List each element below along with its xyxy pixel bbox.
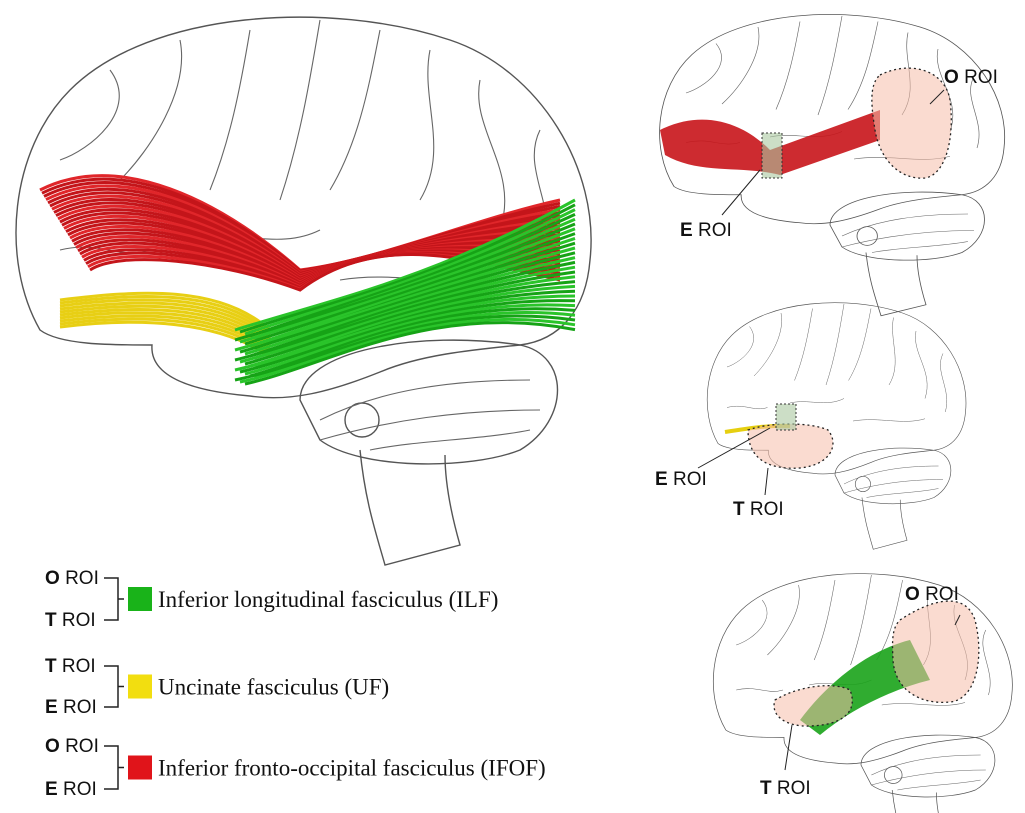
roi-label: T ROI [45, 610, 96, 631]
roi-label: E ROI [45, 697, 97, 718]
fiber [59, 298, 271, 338]
o-roi-region [891, 600, 980, 704]
legend-swatch [128, 755, 152, 780]
fiber [244, 208, 576, 336]
fiber [244, 256, 576, 356]
e-roi-region [775, 403, 797, 431]
t-roi-region [773, 685, 853, 727]
roi-label: T ROI [45, 656, 96, 677]
fiber [239, 203, 576, 334]
main-brain [15, 16, 592, 566]
leader [721, 169, 761, 216]
roi-label: O ROI [45, 568, 99, 589]
legend: O ROI T ROI Inferior longitudinal fascicul… [45, 568, 546, 800]
fiber [234, 314, 576, 382]
leader [784, 724, 793, 771]
fiber [59, 291, 272, 332]
legend-label: Uncinate fasciculus (UF) [158, 675, 389, 700]
legend-brace [104, 745, 124, 790]
fiber [239, 299, 576, 374]
legend-brace [104, 577, 124, 621]
fiber [239, 275, 576, 364]
leader [929, 89, 945, 105]
fiber-bundles [39, 174, 576, 386]
legend-swatch [128, 674, 152, 699]
roi-label: T ROI [733, 499, 784, 520]
o-roi-region [871, 67, 952, 179]
roi-label: E ROI [45, 779, 97, 800]
leader [697, 427, 771, 469]
roi-label: E ROI [655, 469, 707, 490]
leader [764, 467, 769, 496]
roi-label: E ROI [680, 220, 732, 241]
t-roi-region [747, 423, 834, 469]
fiber [234, 294, 576, 372]
fiber [234, 246, 576, 352]
ifof-tract [660, 110, 880, 175]
roi-label: T ROI [760, 778, 811, 799]
fiber [59, 294, 271, 335]
fiber [234, 270, 576, 362]
legend-label: Inferior longitudinal fasciculus (ILF) [158, 587, 498, 612]
fiber [239, 227, 576, 344]
fiber [239, 317, 576, 384]
fiber [239, 251, 576, 354]
legend-swatch [128, 587, 152, 611]
fiber [244, 303, 576, 376]
leader [954, 614, 961, 626]
fiber [244, 280, 576, 366]
fiber [234, 198, 576, 332]
legend-label: Inferior fronto-occipital fasciculus (IF… [158, 756, 546, 781]
legend-brace [104, 665, 124, 708]
roi-label: O ROI [905, 584, 959, 605]
fiber [244, 321, 576, 386]
fiber [244, 232, 576, 346]
e-roi-region [761, 132, 783, 179]
roi-label: O ROI [944, 67, 998, 88]
roi-label: O ROI [45, 736, 99, 757]
fiber [234, 222, 576, 342]
